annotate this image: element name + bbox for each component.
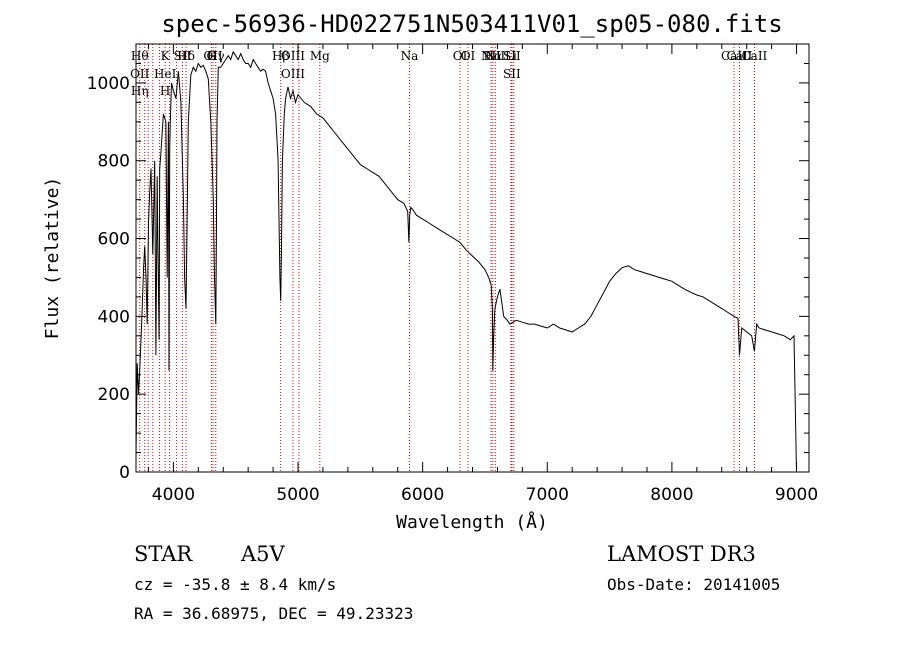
line-marker-label: OII xyxy=(130,67,150,81)
line-marker-label: OII xyxy=(203,49,223,63)
y-tick-label: 200 xyxy=(98,385,130,405)
axis-ticks: 4000 5000 6000 7000 8000 9000 0 200 400 600 800 100… xyxy=(87,44,818,505)
spectrum-line xyxy=(135,50,797,473)
line-marker-label: Mg xyxy=(310,49,330,63)
y-tick-label: 1000 xyxy=(87,74,130,94)
x-tick-label: 6000 xyxy=(401,485,444,505)
line-marker-label: SII xyxy=(174,49,192,63)
x-tick-label: 9000 xyxy=(775,485,818,505)
object-subclass: A5V xyxy=(240,542,286,566)
x-tick-label: 5000 xyxy=(276,485,319,505)
line-marker-label: SII xyxy=(503,49,521,63)
survey-name: LAMOST DR3 xyxy=(607,542,756,566)
x-axis-label: Wavelength (Å) xyxy=(396,511,548,533)
object-class: STAR xyxy=(134,542,193,566)
line-marker-label: Li xyxy=(505,49,517,63)
line-marker-label: Na xyxy=(401,49,419,63)
line-marker-label: OIII xyxy=(281,49,305,63)
line-marker-label: Hδ xyxy=(177,49,195,63)
line-marker-label: NII xyxy=(481,49,501,63)
y-tick-label: 0 xyxy=(119,463,130,483)
y-tick-label: 400 xyxy=(98,307,130,327)
y-axis-label: Flux (relative) xyxy=(42,177,63,340)
x-tick-label: 8000 xyxy=(650,485,693,505)
line-marker-label: H xyxy=(160,84,170,98)
y-tick-label: 800 xyxy=(98,152,130,172)
line-marker-label: OI xyxy=(461,49,476,63)
plot-frame xyxy=(135,43,810,473)
line-marker-label: OIII xyxy=(281,67,305,81)
line-marker-label: SII xyxy=(503,67,521,81)
line-marker-label: Hβ xyxy=(272,49,289,63)
line-marker-label: CaII xyxy=(721,49,747,63)
line-marker-label: G xyxy=(206,49,216,63)
spectral-line-markers xyxy=(139,44,755,472)
line-marker-label: CaII xyxy=(727,49,753,63)
line-marker-label: CaII xyxy=(741,49,767,63)
coordinates: RA = 36.68975, DEC = 49.23323 xyxy=(134,604,413,623)
chart-title: spec-56936-HD022751N503411V01_sp05-080.f… xyxy=(161,10,782,38)
y-tick-label: 600 xyxy=(98,230,130,250)
redshift-velocity: cz = -35.8 ± 8.4 km/s xyxy=(134,575,336,594)
line-marker-label: Hγ xyxy=(207,49,225,63)
line-marker-label: Hη xyxy=(131,84,149,98)
observation-date: Obs-Date: 20141005 xyxy=(607,575,780,594)
line-marker-label: HeI xyxy=(154,67,177,81)
line-marker-label: Hθ xyxy=(131,49,149,63)
x-tick-label: 7000 xyxy=(526,485,569,505)
x-tick-label: 4000 xyxy=(152,485,195,505)
line-marker-label: Hα xyxy=(484,49,503,63)
line-marker-label: K xyxy=(161,49,171,63)
line-marker-label: OI xyxy=(453,49,468,63)
line-marker-label: NII xyxy=(485,49,505,63)
